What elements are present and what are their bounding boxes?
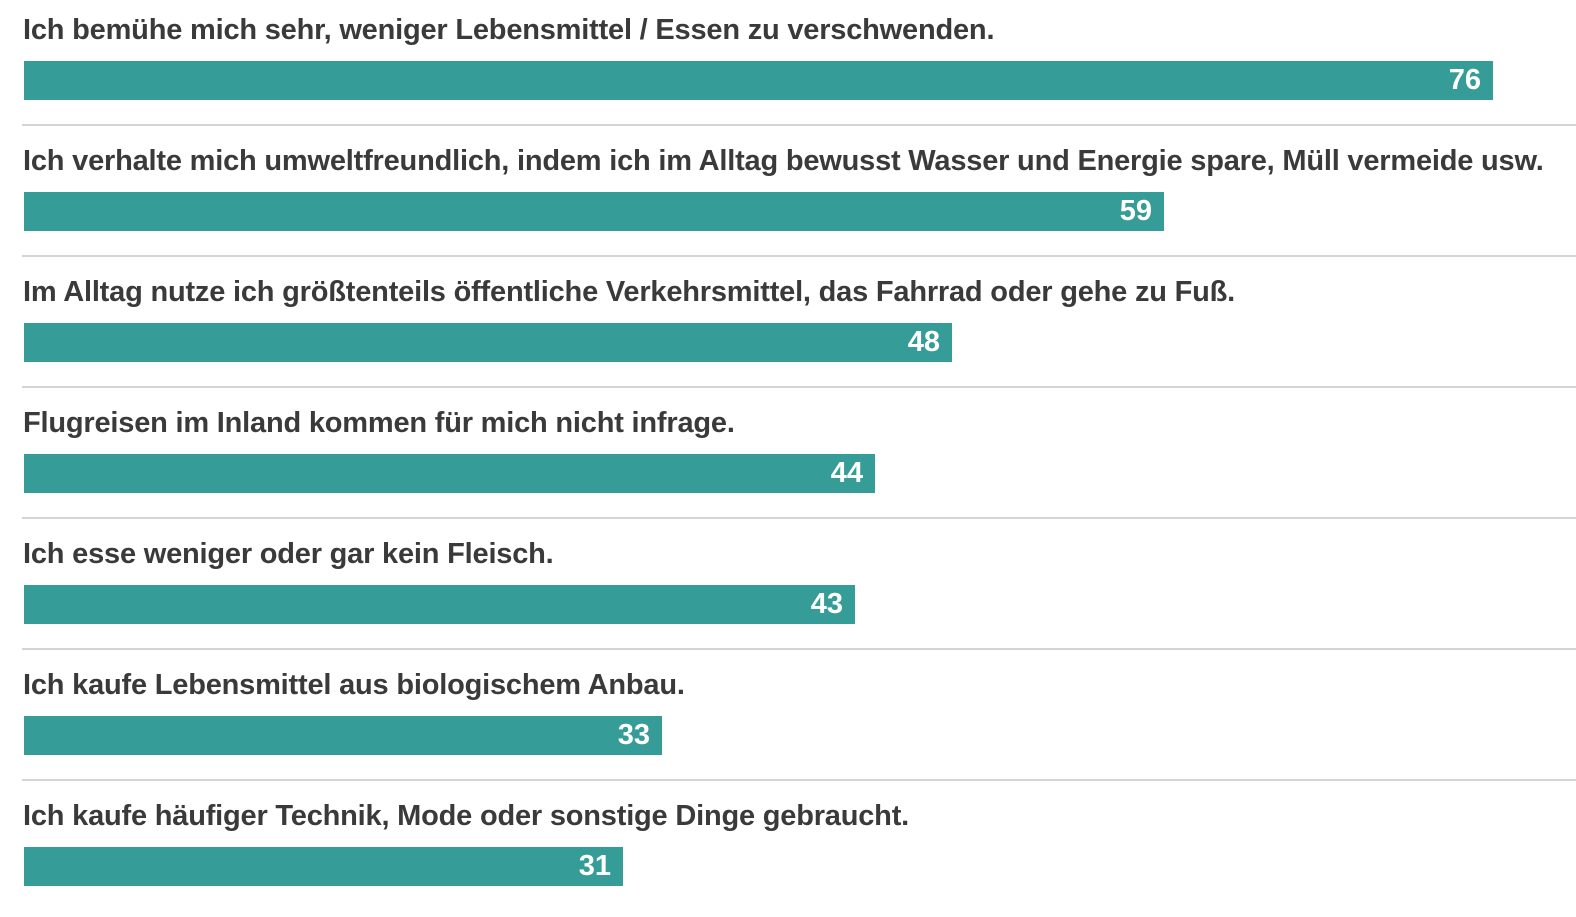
chart-row: Ich kaufe Lebensmittel aus biologischem …: [0, 655, 1576, 786]
category-label: Ich verhalte mich umweltfreundlich, inde…: [23, 145, 1544, 177]
bar: 44: [24, 454, 875, 493]
category-label: Ich kaufe häufiger Technik, Mode oder so…: [23, 800, 910, 832]
chart-row: Im Alltag nutze ich größtenteils öffentl…: [0, 262, 1576, 393]
row-divider: [22, 386, 1576, 388]
bar: 76: [24, 61, 1493, 100]
bar: 59: [24, 192, 1164, 231]
value-label: 33: [617, 719, 650, 751]
bar: 43: [24, 585, 855, 624]
bar: 31: [24, 847, 623, 886]
category-label: Ich esse weniger oder gar kein Fleisch.: [23, 538, 554, 570]
category-label: Ich kaufe Lebensmittel aus biologischem …: [23, 669, 685, 701]
bar: 33: [24, 716, 662, 755]
value-label: 48: [907, 326, 940, 358]
chart-row: Ich esse weniger oder gar kein Fleisch. 4…: [0, 524, 1576, 655]
value-label: 31: [578, 850, 611, 882]
row-divider: [22, 517, 1576, 519]
row-divider: [22, 779, 1576, 781]
category-label: Ich bemühe mich sehr, weniger Lebensmitt…: [23, 14, 995, 46]
chart-row: Flugreisen im Inland kommen für mich nic…: [0, 393, 1576, 524]
chart-row: Ich bemühe mich sehr, weniger Lebensmitt…: [0, 0, 1576, 131]
chart-row: Ich verhalte mich umweltfreundlich, inde…: [0, 131, 1576, 262]
value-label: 43: [810, 588, 843, 620]
chart-row: Ich kaufe häufiger Technik, Mode oder so…: [0, 786, 1576, 917]
value-label: 59: [1119, 195, 1152, 227]
row-divider: [22, 124, 1576, 126]
category-label: Flugreisen im Inland kommen für mich nic…: [23, 407, 735, 439]
bar: 48: [24, 323, 952, 362]
value-label: 76: [1448, 64, 1481, 96]
category-label: Im Alltag nutze ich größtenteils öffentl…: [23, 276, 1236, 308]
value-label: 44: [830, 457, 863, 489]
row-divider: [22, 255, 1576, 257]
row-divider: [22, 648, 1576, 650]
